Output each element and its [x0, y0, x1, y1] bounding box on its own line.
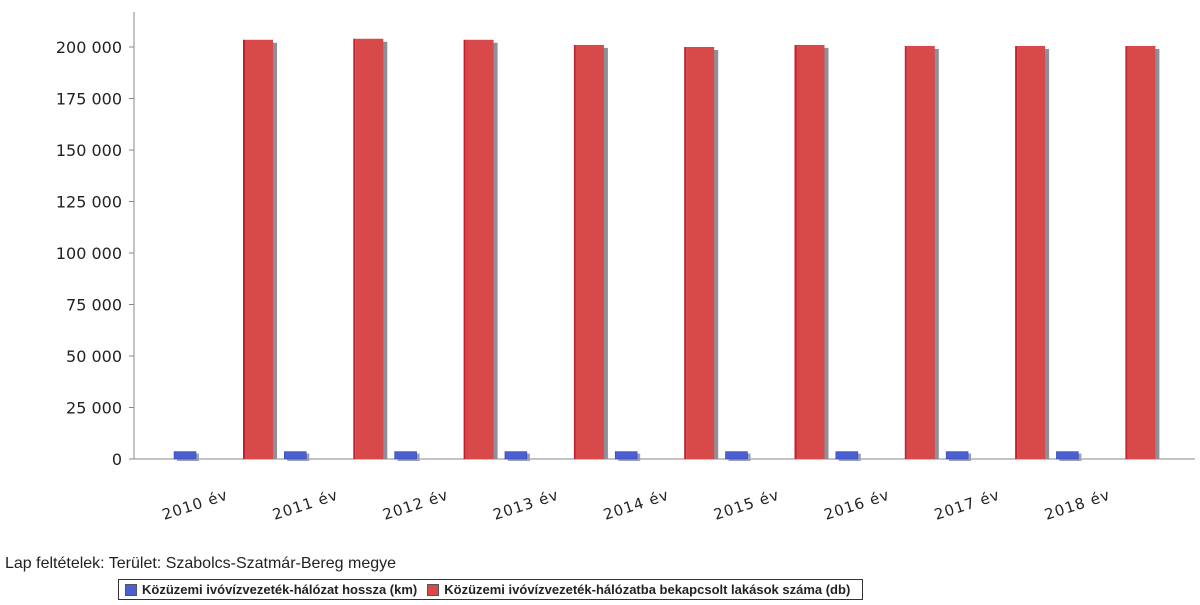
y-tick-label: 75 000	[66, 296, 122, 315]
x-category-label: 2013 év	[491, 486, 561, 524]
y-tick-label: 0	[112, 450, 122, 469]
legend-swatch-blue	[125, 583, 137, 596]
bar-households	[355, 38, 384, 459]
bar-length	[1056, 451, 1079, 460]
x-category-label: 2016 év	[822, 486, 892, 524]
bar-chart: 200 000 175 000 150 000 125 000 100 000 75 00…	[56, 12, 1195, 524]
bar-length	[835, 451, 859, 460]
y-tick-label: 100 000	[56, 244, 122, 263]
chart-area: 200 000 175 000 150 000 125 000 100 000 75 00…	[56, 12, 1195, 524]
bar-length	[504, 451, 528, 460]
x-category-label: 2017 év	[932, 486, 1002, 524]
bar-households	[575, 44, 604, 459]
legend-swatch-red	[427, 583, 440, 596]
legend-label-households: Közüzemi ivóvízvezeték-hálózatba bekapcs…	[444, 582, 851, 597]
bar-length	[284, 451, 307, 460]
y-tick-label: 200 000	[56, 38, 122, 57]
bar-length	[945, 451, 969, 460]
x-category-label: 2018 év	[1042, 486, 1112, 524]
bar-households	[796, 44, 825, 459]
x-category-label: 2011 év	[270, 486, 340, 524]
bar-households	[245, 39, 273, 459]
y-tick-label: 125 000	[56, 193, 122, 212]
bar-households	[1127, 45, 1156, 459]
x-category-label: 2014 év	[601, 486, 671, 524]
y-tick-label: 150 000	[56, 141, 122, 160]
bar-households	[906, 45, 935, 459]
bar-length	[173, 451, 197, 460]
legend-item-households: Közüzemi ivóvízvezeték-hálózatba bekapcs…	[427, 582, 850, 597]
bar-length	[614, 451, 638, 460]
x-category-label: 2010 év	[160, 486, 230, 524]
y-tick-label: 50 000	[66, 347, 122, 366]
legend-item-length: Közüzemi ivóvízvezeték-hálózat hossza (k…	[125, 582, 417, 597]
page-conditions: Lap feltételek: Terület: Szabolcs-Szatmá…	[5, 555, 397, 572]
x-category-label: 2012 év	[381, 486, 451, 524]
bar-households	[465, 39, 494, 459]
legend-label-length: Közüzemi ivóvízvezeték-hálózat hossza (k…	[142, 582, 418, 597]
y-tick-label: 25 000	[66, 399, 122, 418]
chart-legend: Közüzemi ivóvízvezeték-hálózat hossza (k…	[118, 579, 864, 600]
bar-households	[686, 47, 715, 459]
bar-length	[394, 451, 417, 460]
bar-households	[1017, 45, 1046, 459]
x-category-label: 2015 év	[711, 486, 781, 524]
bar-length	[725, 451, 748, 460]
y-tick-label: 175 000	[56, 90, 122, 109]
